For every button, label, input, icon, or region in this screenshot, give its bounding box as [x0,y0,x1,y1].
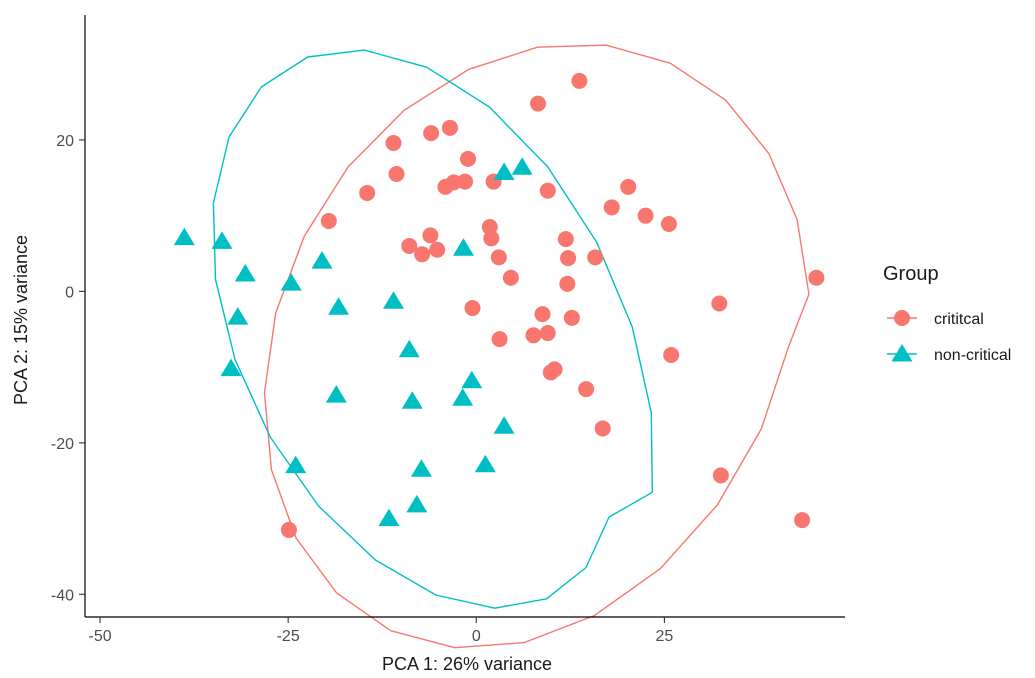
critical-point [491,331,508,348]
y-axis-ticks: -40 -20 0 20 [51,133,85,604]
non-critical-point [452,388,474,406]
critical-point [320,212,337,229]
critical-point [529,95,546,112]
critical-point [563,309,580,326]
critical-point [502,269,519,286]
critical-point [637,207,654,224]
data-points [173,72,825,538]
critical-point [525,327,542,344]
critical-point [422,227,439,244]
critical-point [534,306,551,323]
x-tick-label: -25 [277,628,300,645]
critical-point [483,230,500,247]
non-critical-point [285,455,307,474]
critical-point [464,300,481,317]
non-critical-point [220,358,242,377]
non-critical-point [378,508,400,527]
critical-point [401,237,418,254]
critical-point [594,420,611,437]
critical-point [429,241,446,258]
legend-label: non-critical [934,347,1011,364]
critical-point [557,231,574,248]
critical-point [808,269,825,286]
y-tick-label: 0 [65,284,74,301]
x-tick-label: 0 [472,628,481,645]
non-critical-point [211,231,233,249]
legend: Group crititcal non-critical [883,263,1011,364]
critical-point [385,134,402,151]
non-critical-point [511,157,533,175]
legend-key-triangle [891,344,913,362]
non-critical-point [453,238,474,256]
critical-point [578,381,595,398]
legend-label: crititcal [934,311,984,328]
critical-point [441,119,458,136]
non-critical-point [493,162,515,180]
critical-point [712,467,729,484]
non-critical-point [328,297,350,315]
critical-point [460,150,477,167]
non-critical-point [493,416,515,434]
critical-point [560,250,577,267]
non-critical-point [325,385,347,403]
critical-point [539,325,556,342]
non-critical-point [398,339,420,358]
critical-point [490,249,507,266]
legend-key-circle [894,310,910,326]
non-critical-point [383,291,404,309]
non-critical-point [406,494,428,513]
y-tick-label: 20 [56,133,74,150]
x-axis-ticks: -50 -25 0 25 [88,617,673,645]
non-critical-point [461,370,483,389]
x-tick-label: -50 [88,628,111,645]
x-axis-title: PCA 1: 26% variance [382,654,552,674]
critical-point [457,173,473,190]
y-tick-label: -20 [51,436,74,453]
non-critical-point [280,273,302,291]
critical-point [414,246,431,263]
critical-point [388,166,405,183]
critical-point [359,184,376,201]
critical-point [559,275,576,292]
critical-point [620,178,637,195]
critical-point [587,249,604,266]
critical-point [663,346,680,363]
non-critical-point [401,391,423,409]
non-critical-confidence-ellipse [212,49,653,609]
non-critical-point [311,251,333,269]
critical-point [571,72,588,89]
non-critical-point [227,307,249,325]
critical-point [542,364,559,381]
critical-point [660,215,677,232]
non-critical-point [474,454,496,473]
legend-title: Group [883,263,939,285]
y-axis-title: PCA 2: 15% variance [11,235,31,405]
confidence-ellipses [212,44,810,649]
non-critical-point [173,227,195,246]
non-critical-point [410,459,432,477]
critical-point [794,512,811,529]
critical-point [603,199,620,216]
y-tick-label: -40 [51,587,74,604]
critical-point [539,182,556,199]
plot-area: -50 -25 0 25 -40 -20 0 20 [51,15,845,649]
crititcal-confidence-ellipse [263,44,810,649]
non-critical-point [234,264,256,282]
critical-point [280,521,297,538]
critical-point [711,295,728,312]
critical-point [423,125,440,142]
legend-items: crititcal non-critical [887,310,1011,364]
x-tick-label: 25 [656,628,674,645]
